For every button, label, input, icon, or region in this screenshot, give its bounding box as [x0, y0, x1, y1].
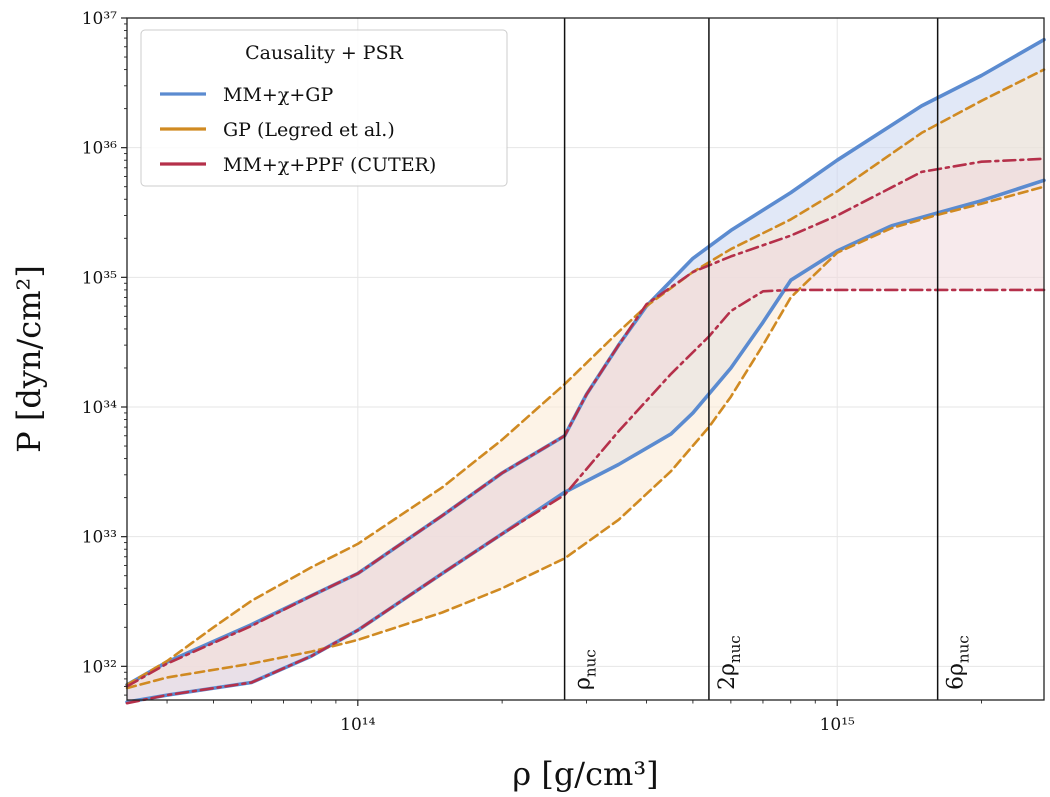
vline-label-sub: nuc — [955, 635, 973, 663]
series-1-lower-line — [125, 185, 1046, 690]
vline-label-2: 6ρnuc — [944, 635, 973, 690]
y-tick-label: 10³⁷ — [82, 9, 117, 29]
series-2-lower-line — [125, 288, 1046, 705]
axis-ticks: 10³² 10³³ 10³⁴ 10³⁵ 10³⁶ 10³⁷ 10¹⁴ 10¹⁵ — [82, 9, 982, 735]
legend: Causality + PSR MM+χ+GP GP (Legred et al.… — [140, 29, 508, 187]
vline-label-sub: nuc — [726, 635, 744, 663]
band-fill-1 — [127, 69, 1044, 689]
y-tick-label: 10³⁵ — [82, 268, 117, 288]
vline-label-sub: nuc — [582, 649, 600, 677]
legend-box — [140, 29, 508, 187]
vline-label-0: ρnuc — [571, 649, 600, 690]
legend-title: Causality + PSR — [245, 42, 404, 64]
x-axis-label: ρ [g/cm³] — [512, 755, 658, 793]
y-tick-label: 10³² — [82, 657, 117, 677]
y-tick-label: 10³³ — [82, 528, 117, 548]
legend-entry-2: MM+χ+PPF (CUTER) — [223, 154, 436, 176]
x-tick-label: 10¹⁴ — [340, 715, 375, 735]
legend-entry-1: GP (Legred et al.) — [223, 119, 395, 141]
vline-label-1: 2ρnuc — [715, 635, 744, 690]
series-1-upper-line — [125, 68, 1046, 687]
legend-entry-0: MM+χ+GP — [223, 84, 333, 106]
vline-label-main: 6ρ — [944, 663, 969, 690]
plot-frame — [126, 17, 1045, 701]
y-tick-label: 10³⁴ — [82, 398, 117, 418]
band-fill-2 — [127, 158, 1044, 704]
y-axis-label: P [dyn/cm²] — [10, 265, 48, 453]
series-2-upper-line — [125, 157, 1046, 688]
y-tick-label: 10³⁶ — [82, 139, 117, 159]
band-edges — [125, 37, 1046, 705]
x-tick-label: 10¹⁵ — [820, 715, 855, 735]
vline-label-main: 2ρ — [715, 663, 740, 690]
vline-label-main: ρ — [571, 677, 596, 690]
